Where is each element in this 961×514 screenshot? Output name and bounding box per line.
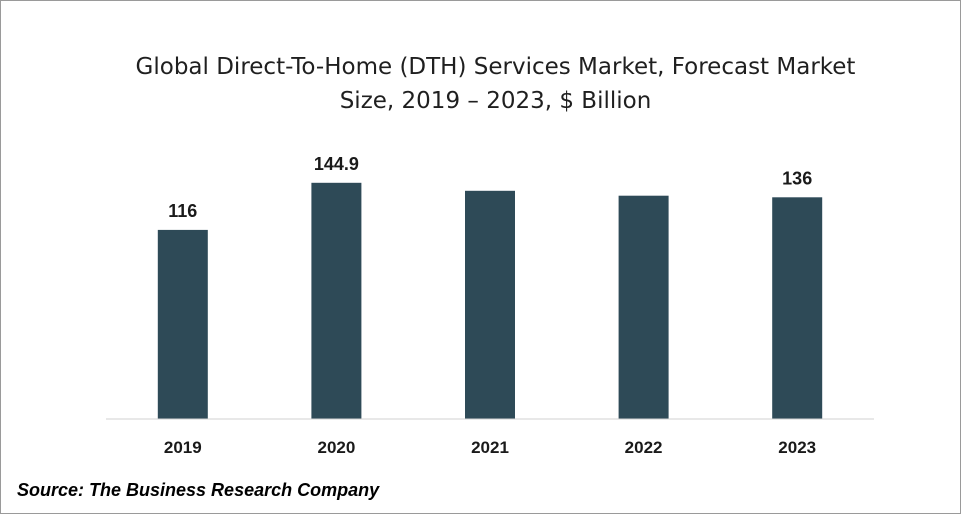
bar-2020 [311, 182, 362, 419]
x-tick-label-2021: 2021 [471, 438, 509, 457]
bar-2019 [157, 229, 208, 419]
chart-title: Global Direct-To-Home (DTH) Services Mar… [1, 50, 961, 118]
bar-2021 [465, 190, 515, 419]
data-label-2020: 144.9 [314, 154, 359, 174]
source-note: Source: The Business Research Company [17, 480, 380, 500]
x-tick-labels-group: 2019 2020 2021 2022 2023 [164, 438, 816, 457]
x-tick-label-2022: 2022 [625, 438, 663, 457]
data-labels-group: 116 144.9 136 [168, 154, 812, 221]
chart-title-line-1: Global Direct-To-Home (DTH) Services Mar… [135, 54, 856, 80]
data-label-2019: 116 [168, 201, 197, 221]
chart-title-line-2: Size, 2019 – 2023, $ Billion [339, 88, 652, 114]
x-tick-label-2019: 2019 [164, 438, 202, 457]
x-tick-label-2020: 2020 [317, 438, 355, 457]
bars-group [157, 182, 823, 419]
bar-2023 [772, 197, 823, 419]
x-tick-label-2023: 2023 [778, 438, 816, 457]
data-label-2023: 136 [782, 168, 812, 188]
bar-2022 [618, 195, 669, 419]
